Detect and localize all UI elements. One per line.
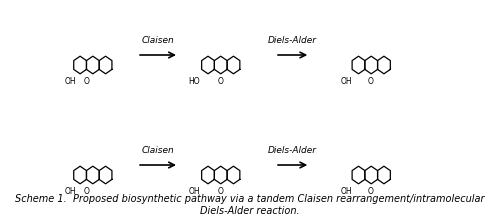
Text: O: O	[83, 187, 89, 196]
Text: OH: OH	[188, 187, 200, 196]
Text: OH: OH	[64, 187, 76, 196]
Text: Diels-Alder: Diels-Alder	[268, 36, 317, 45]
Text: Diels-Alder: Diels-Alder	[268, 146, 317, 155]
Text: O: O	[218, 187, 224, 196]
Text: OH: OH	[340, 78, 352, 87]
Text: O: O	[368, 78, 374, 87]
Text: OH: OH	[340, 187, 352, 196]
Text: O: O	[368, 187, 374, 196]
Text: O: O	[218, 78, 224, 87]
Text: HO: HO	[188, 78, 200, 87]
Text: OH: OH	[64, 78, 76, 87]
Text: Claisen: Claisen	[142, 146, 174, 155]
Text: O: O	[83, 78, 89, 87]
Text: Claisen: Claisen	[142, 36, 174, 45]
Text: Scheme 1.  Proposed biosynthetic pathway via a tandem Claisen rearrangement/intr: Scheme 1. Proposed biosynthetic pathway …	[15, 194, 485, 216]
